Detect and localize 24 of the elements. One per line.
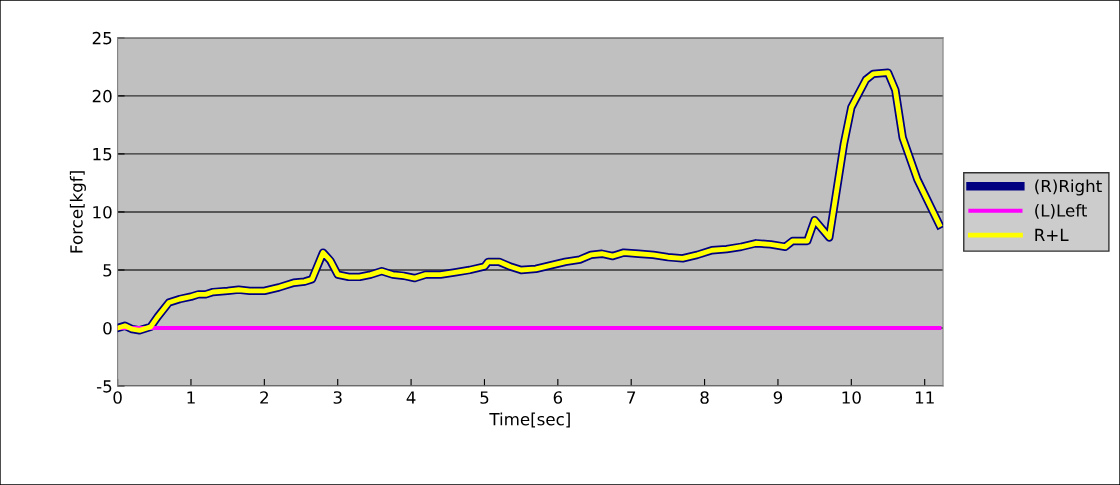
x-tick-label: 3 (333, 391, 342, 404)
x-tick-label: 4 (406, 391, 416, 404)
y-tick-label: 10 (93, 205, 112, 219)
y-tick-label: 15 (93, 148, 112, 161)
x-tick-label: 9 (773, 391, 783, 404)
x-axis-title: Time[sec] (489, 412, 570, 428)
y-tick-label: 0 (103, 321, 112, 335)
legend-label: R+L (1035, 228, 1069, 242)
x-tick-label: 7 (627, 391, 636, 404)
y-tick-label: 5 (103, 264, 112, 277)
y-axis-title: Force[kgf] (69, 171, 86, 253)
x-tick-label: 1 (187, 391, 195, 404)
legend-label: (R)Right (1035, 179, 1102, 196)
x-tick-label: 10 (842, 391, 861, 404)
legend-label: (L)Left (1035, 203, 1087, 219)
x-tick-label: 2 (260, 391, 268, 404)
x-tick-label: 6 (553, 391, 563, 404)
x-tick-label: 11 (915, 391, 934, 404)
y-tick-label: 25 (92, 31, 112, 45)
x-tick-label: 5 (480, 391, 489, 404)
y-tick-label: -5 (96, 380, 112, 393)
x-tick-label: 8 (700, 391, 709, 404)
y-tick-label: 20 (92, 89, 112, 103)
x-tick-label: 0 (113, 391, 122, 404)
